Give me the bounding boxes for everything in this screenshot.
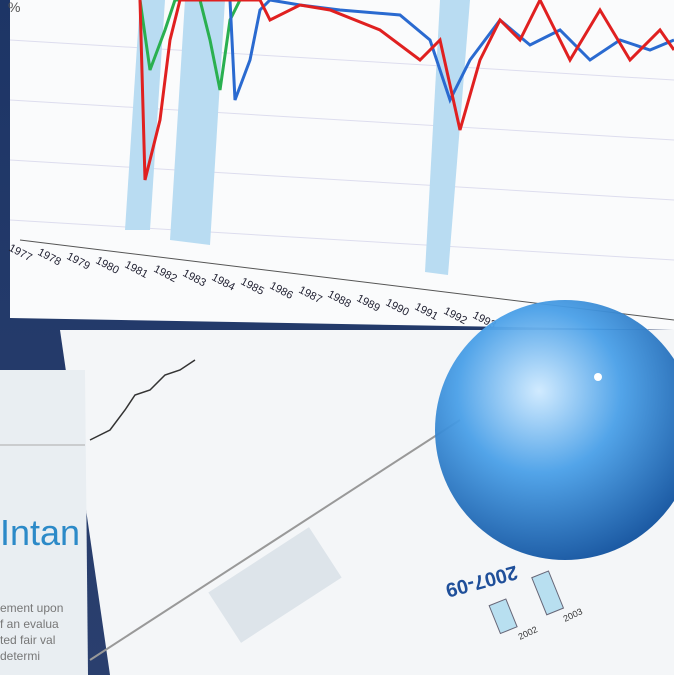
globe [435, 300, 674, 560]
document-heading: Intan [0, 512, 80, 553]
document-line: determi [0, 649, 40, 663]
top-paper: % 1977 1978 1979 1980 1981 1982 1983 1984 1985 19… [7, 0, 674, 331]
document-line: ement upon [0, 601, 63, 615]
document: Intan ement upon f an evalua ted fair val d… [0, 370, 88, 675]
document-line: ted fair val [0, 633, 55, 647]
globe-marker [594, 373, 602, 381]
axis-symbol: % [8, 0, 20, 15]
document-line: f an evalua [0, 617, 59, 631]
